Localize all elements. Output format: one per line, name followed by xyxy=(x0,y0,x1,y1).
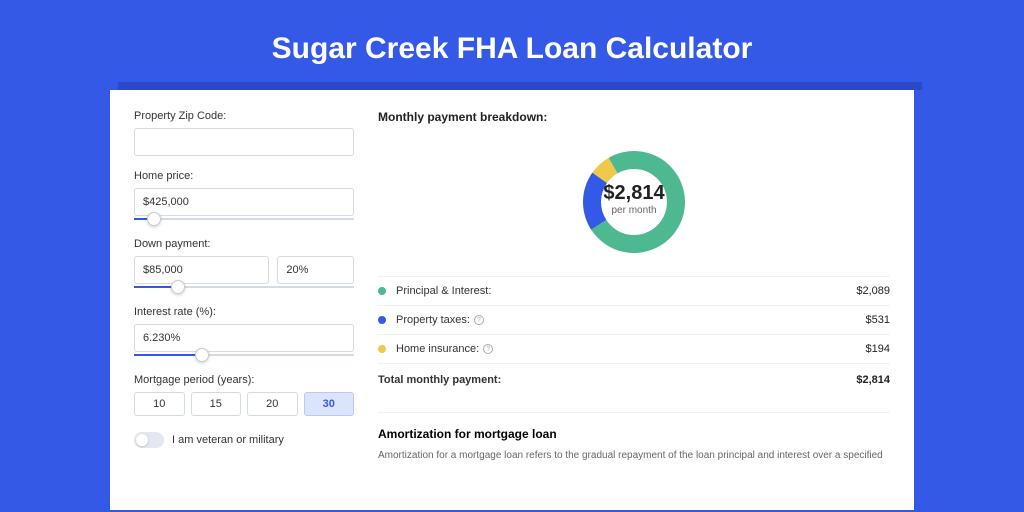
home-price-input[interactable] xyxy=(134,188,354,216)
amortization-section: Amortization for mortgage loan Amortizat… xyxy=(378,412,890,463)
legend-row: Principal & Interest:$2,089 xyxy=(378,276,890,305)
field-interest: Interest rate (%): xyxy=(134,306,354,360)
home-price-slider-thumb[interactable] xyxy=(147,212,161,226)
field-zip: Property Zip Code: xyxy=(134,110,354,156)
period-btn-20[interactable]: 20 xyxy=(247,392,298,416)
field-period: Mortgage period (years): 10152030 xyxy=(134,374,354,416)
period-label: Mortgage period (years): xyxy=(134,374,354,386)
legend-dot xyxy=(378,287,386,295)
interest-input[interactable] xyxy=(134,324,354,352)
interest-slider[interactable] xyxy=(134,350,354,360)
donut-chart: $2,814 per month xyxy=(378,134,890,276)
page-title: Sugar Creek FHA Loan Calculator xyxy=(0,0,1024,90)
legend-dot xyxy=(378,316,386,324)
amortization-text: Amortization for a mortgage loan refers … xyxy=(378,449,890,463)
veteran-row: I am veteran or military xyxy=(134,432,354,448)
veteran-label: I am veteran or military xyxy=(172,434,284,446)
breakdown-title: Monthly payment breakdown: xyxy=(378,110,890,124)
legend-row: Home insurance:?$194 xyxy=(378,334,890,363)
period-buttons: 10152030 xyxy=(134,392,354,416)
interest-label: Interest rate (%): xyxy=(134,306,354,318)
home-price-label: Home price: xyxy=(134,170,354,182)
legend-label: Property taxes:? xyxy=(396,314,866,326)
legend-value: $2,089 xyxy=(856,285,890,297)
period-btn-10[interactable]: 10 xyxy=(134,392,185,416)
down-payment-amount-input[interactable] xyxy=(134,256,269,284)
field-home-price: Home price: xyxy=(134,170,354,224)
info-icon[interactable]: ? xyxy=(474,315,484,325)
legend-label: Home insurance:? xyxy=(396,343,866,355)
veteran-toggle[interactable] xyxy=(134,432,164,448)
interest-slider-thumb[interactable] xyxy=(195,348,209,362)
legend-value: $194 xyxy=(866,343,890,355)
down-payment-slider-thumb[interactable] xyxy=(171,280,185,294)
zip-label: Property Zip Code: xyxy=(134,110,354,122)
donut-amount: $2,814 xyxy=(599,182,669,205)
total-label: Total monthly payment: xyxy=(378,374,856,386)
down-payment-pct-input[interactable] xyxy=(277,256,354,284)
legend-dot xyxy=(378,345,386,353)
calculator-panel: Property Zip Code: Home price: Down paym… xyxy=(110,90,914,510)
total-value: $2,814 xyxy=(856,374,890,386)
period-btn-15[interactable]: 15 xyxy=(191,392,242,416)
form-column: Property Zip Code: Home price: Down paym… xyxy=(110,90,370,510)
down-payment-label: Down payment: xyxy=(134,238,354,250)
info-icon[interactable]: ? xyxy=(483,344,493,354)
legend-value: $531 xyxy=(866,314,890,326)
field-down-payment: Down payment: xyxy=(134,238,354,292)
breakdown-column: Monthly payment breakdown: $2,814 per mo… xyxy=(370,90,914,510)
total-row: Total monthly payment: $2,814 xyxy=(378,363,890,396)
donut-sub: per month xyxy=(599,205,669,216)
zip-input[interactable] xyxy=(134,128,354,156)
amortization-title: Amortization for mortgage loan xyxy=(378,427,890,441)
legend-label: Principal & Interest: xyxy=(396,285,856,297)
period-btn-30[interactable]: 30 xyxy=(304,392,355,416)
legend-row: Property taxes:?$531 xyxy=(378,305,890,334)
home-price-slider[interactable] xyxy=(134,214,354,224)
down-payment-slider[interactable] xyxy=(134,282,354,292)
